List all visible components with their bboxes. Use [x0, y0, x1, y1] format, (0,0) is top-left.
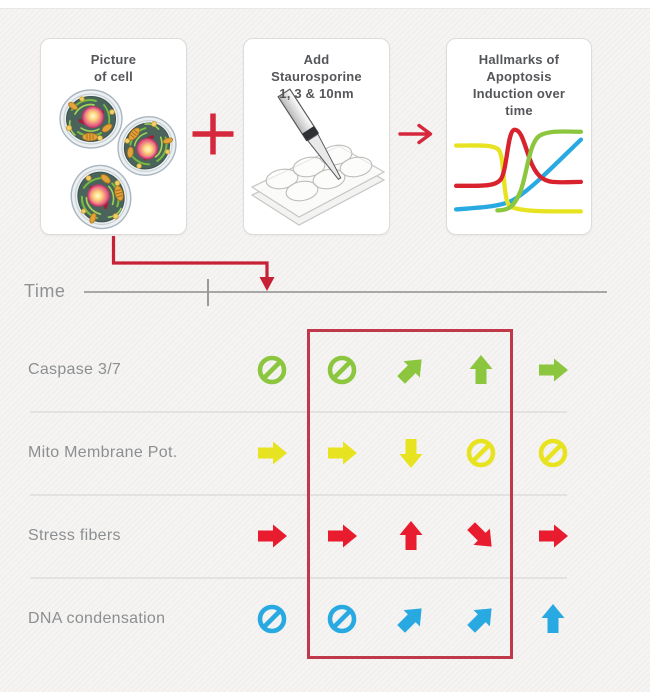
up-right-arrow-icon — [394, 353, 428, 387]
table-row: Mito Membrane Pot. — [0, 411, 650, 494]
row-separator — [30, 577, 567, 579]
top-strip — [0, 0, 650, 9]
plus-icon — [192, 113, 234, 155]
no-change-icon — [536, 436, 570, 470]
panel-add-staurosporine: Add Staurosporine 1, 3 & 10nm — [243, 38, 390, 235]
panel-hallmarks-of-apoptosis: Hallmarks of Apoptosis Induction over ti… — [446, 38, 592, 235]
no-change-icon — [325, 602, 359, 636]
up-right-arrow-icon — [464, 602, 498, 636]
row-label: DNA condensation — [28, 609, 166, 627]
connector-arrow — [111, 236, 275, 291]
row-label: Stress fibers — [28, 526, 121, 544]
highlight-box — [307, 329, 513, 659]
no-change-icon — [464, 436, 498, 470]
arrow-right-icon — [398, 123, 433, 145]
right-arrow-icon — [536, 519, 570, 553]
panel-title: Hallmarks of Apoptosis Induction over ti… — [472, 52, 566, 119]
row-separator — [30, 411, 567, 413]
right-arrow-icon — [255, 436, 289, 470]
up-arrow-icon — [536, 602, 570, 636]
right-arrow-icon — [255, 519, 289, 553]
hallmarks-mini-chart — [453, 127, 584, 214]
down-right-arrow-icon — [464, 519, 498, 553]
table-row: Caspase 3/7 — [0, 328, 650, 411]
row-label: Caspase 3/7 — [28, 360, 122, 378]
row-separator — [30, 494, 567, 496]
time-axis-tick — [207, 279, 209, 306]
right-arrow-icon — [325, 436, 359, 470]
right-arrow-icon — [536, 353, 570, 387]
up-right-arrow-icon — [394, 602, 428, 636]
no-change-icon — [325, 353, 359, 387]
row-label: Mito Membrane Pot. — [28, 443, 178, 461]
no-change-icon — [255, 602, 289, 636]
well-plate-pipette-illustration — [250, 88, 386, 226]
down-arrow-icon — [394, 436, 428, 470]
table-row: Stress fibers — [0, 494, 650, 577]
up-arrow-icon — [394, 519, 428, 553]
right-arrow-icon — [325, 519, 359, 553]
panel-title: Add Staurosporine 1, 3 & 10nm — [271, 52, 362, 102]
panel-title: Picture of cell — [90, 52, 137, 85]
table-row: DNA condensation — [0, 577, 650, 660]
no-change-icon — [255, 353, 289, 387]
panel-picture-of-cell: Picture of cell — [40, 38, 187, 235]
time-axis-label: Time — [24, 281, 66, 301]
time-axis-line — [84, 291, 607, 293]
up-arrow-icon — [464, 353, 498, 387]
